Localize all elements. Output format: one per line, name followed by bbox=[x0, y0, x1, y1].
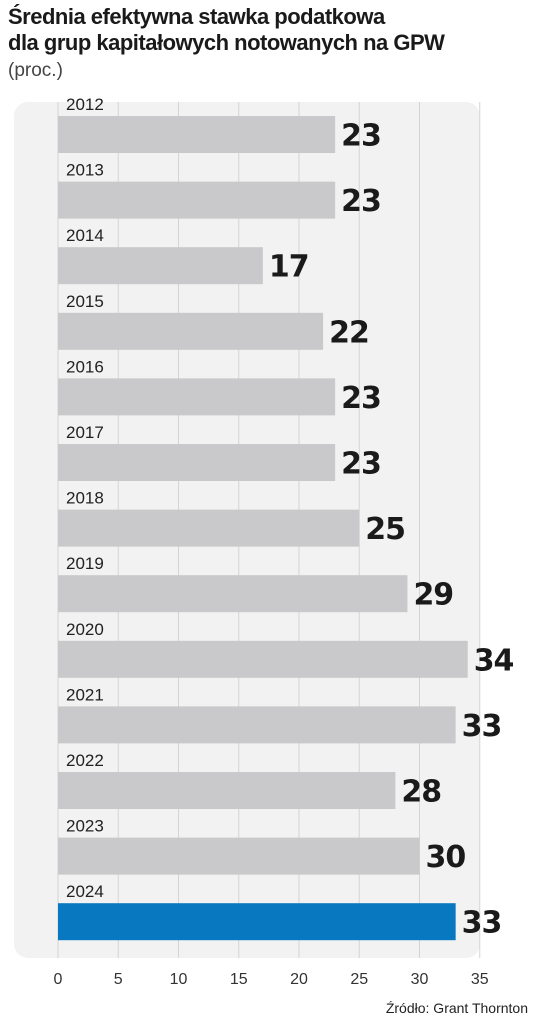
value-label-2014: 17 bbox=[269, 250, 309, 285]
bar-2023 bbox=[58, 837, 420, 875]
value-label-2015: 22 bbox=[329, 315, 369, 350]
category-label-2013: 2013 bbox=[66, 161, 104, 180]
category-label-2024: 2024 bbox=[66, 882, 104, 901]
category-label-2012: 2012 bbox=[66, 95, 104, 114]
bar-2016 bbox=[58, 378, 336, 416]
category-label-2015: 2015 bbox=[66, 292, 104, 311]
bar-2014 bbox=[58, 247, 263, 285]
value-label-2024: 33 bbox=[462, 906, 502, 941]
x-tick-label-20: 20 bbox=[290, 971, 308, 988]
x-tick-label-35: 35 bbox=[471, 971, 489, 988]
category-label-2014: 2014 bbox=[66, 226, 104, 245]
value-label-2013: 23 bbox=[341, 184, 381, 219]
chart-title-line-1: Średnia efektywna stawka podatkowa bbox=[8, 4, 385, 29]
value-label-2021: 33 bbox=[462, 709, 502, 744]
unit-label: (proc.) bbox=[8, 60, 63, 81]
value-label-2016: 23 bbox=[341, 381, 381, 416]
value-label-2023: 30 bbox=[426, 840, 466, 875]
category-label-2019: 2019 bbox=[66, 554, 104, 573]
value-label-2020: 34 bbox=[474, 643, 514, 678]
bar-2021 bbox=[58, 706, 456, 744]
category-label-2016: 2016 bbox=[66, 357, 104, 376]
chart-title-line-2: dla grup kapitałowych notowanych na GPW bbox=[8, 30, 445, 55]
category-label-2018: 2018 bbox=[66, 489, 104, 508]
value-label-2022: 28 bbox=[401, 775, 441, 810]
value-label-2018: 25 bbox=[365, 512, 405, 547]
category-label-2022: 2022 bbox=[66, 751, 104, 770]
x-tick-label-25: 25 bbox=[350, 971, 368, 988]
bar-2015 bbox=[58, 312, 324, 350]
bar-2024 bbox=[58, 903, 456, 941]
category-label-2020: 2020 bbox=[66, 620, 104, 639]
category-label-2023: 2023 bbox=[66, 817, 104, 836]
x-tick-label-0: 0 bbox=[54, 971, 63, 988]
bar-2012 bbox=[58, 116, 336, 153]
value-label-2012: 23 bbox=[341, 119, 381, 154]
category-label-2021: 2021 bbox=[66, 685, 104, 704]
value-label-2019: 29 bbox=[413, 578, 453, 613]
bar-2020 bbox=[58, 640, 468, 678]
x-tick-label-5: 5 bbox=[114, 971, 123, 988]
bar-2022 bbox=[58, 772, 396, 809]
value-label-2017: 23 bbox=[341, 447, 381, 482]
x-tick-label-10: 10 bbox=[170, 971, 188, 988]
chart-title: Średnia efektywna stawka podatkowa dla g… bbox=[8, 4, 528, 56]
x-tick-label-30: 30 bbox=[411, 971, 429, 988]
bar-2018 bbox=[58, 509, 360, 547]
bar-2017 bbox=[58, 444, 336, 481]
source-note: Źródło: Grant Thornton bbox=[385, 1000, 528, 1016]
category-label-2017: 2017 bbox=[66, 423, 104, 442]
bar-2019 bbox=[58, 575, 408, 613]
x-tick-label-15: 15 bbox=[230, 971, 248, 988]
bar-2013 bbox=[58, 181, 336, 219]
